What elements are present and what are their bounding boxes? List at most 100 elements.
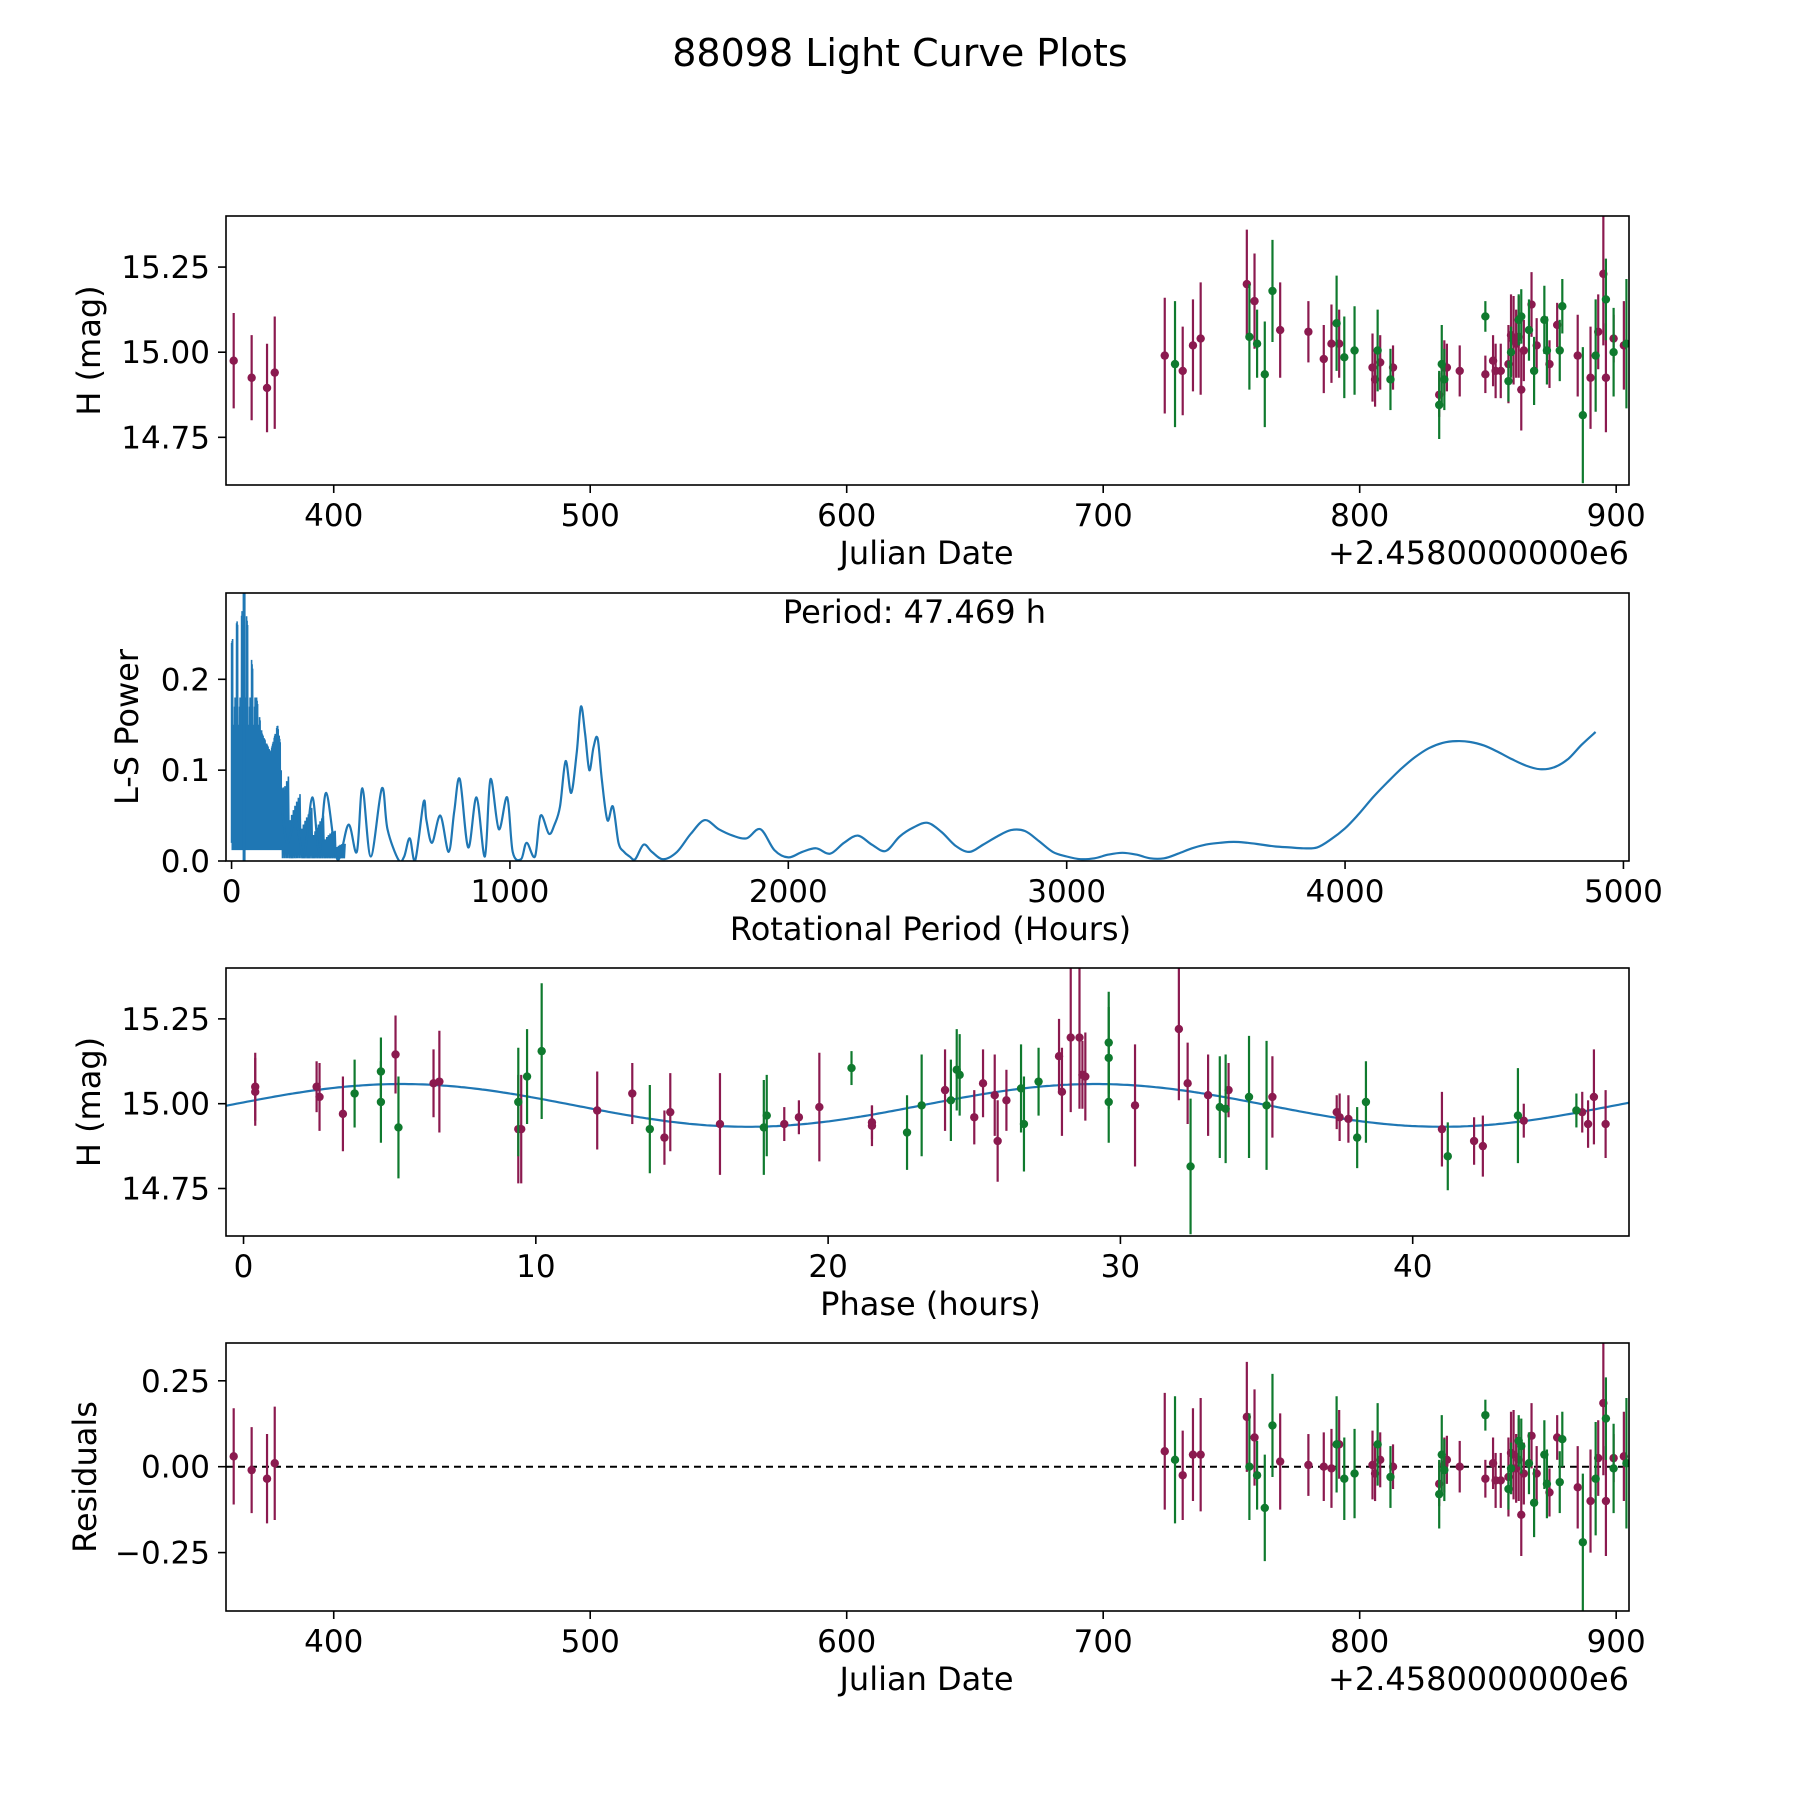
green-data-point — [902, 1128, 912, 1137]
red-data-point — [660, 1133, 669, 1142]
y-tick-label: 0.1 — [161, 753, 210, 789]
red-data-point — [1188, 1450, 1198, 1459]
green-series — [350, 983, 1581, 1235]
green-data-point — [1373, 1440, 1382, 1449]
red-data-point — [666, 1107, 675, 1117]
green-data-point — [1386, 1472, 1395, 1482]
red-data-point — [1130, 1101, 1140, 1110]
y-tick-label: 14.75 — [121, 420, 210, 456]
red-data-point — [1517, 1510, 1526, 1519]
red-data-point — [1002, 1096, 1011, 1105]
red-data-point — [1327, 1464, 1336, 1473]
red-data-point — [1203, 1091, 1213, 1100]
periodogram-x-axis-label: Rotational Period (Hours) — [730, 910, 1131, 948]
red-data-point — [1583, 1119, 1593, 1129]
x-tick-label: 900 — [1587, 1624, 1646, 1660]
green-data-point — [1529, 366, 1539, 376]
phased-x-axis-label: Phase (hours) — [820, 1285, 1041, 1323]
lightcurve-panel: 400 500 600 700 800 900 14.75 15.00 15.25 Julian … — [70, 215, 1646, 572]
x-tick-label: 900 — [1587, 498, 1646, 534]
lightcurve-plot-area — [229, 216, 1629, 484]
red-data-point — [1250, 1433, 1259, 1442]
green-data-point — [1517, 312, 1526, 321]
red-data-point — [628, 1089, 637, 1098]
red-data-point — [940, 1085, 950, 1095]
red-data-point — [262, 383, 272, 393]
red-data-point — [1335, 1113, 1344, 1122]
red-data-point — [593, 1106, 602, 1115]
green-data-point — [645, 1124, 655, 1134]
red-data-point — [1160, 1447, 1169, 1456]
red-data-point — [1196, 334, 1205, 343]
x-tick-label: 2000 — [749, 874, 828, 910]
lightcurve-y-axis-label: H (mag) — [70, 285, 108, 415]
red-data-point — [1081, 1072, 1090, 1081]
green-data-point — [917, 1101, 926, 1110]
red-data-point — [1075, 1033, 1084, 1042]
green-data-point — [1034, 1077, 1043, 1086]
red-data-point — [229, 1452, 238, 1461]
red-data-point — [270, 368, 279, 377]
green-data-point — [1245, 332, 1254, 342]
x-tick-label: 0 — [234, 1249, 254, 1285]
red-data-point — [1304, 1460, 1313, 1470]
green-data-point — [1578, 410, 1588, 420]
periodogram-plot-area — [230, 593, 1597, 861]
red-data-point — [993, 1136, 1002, 1146]
green-data-point — [1513, 1111, 1523, 1120]
green-data-point — [1350, 346, 1359, 355]
green-data-point — [1591, 351, 1600, 360]
green-data-point — [1609, 1464, 1618, 1473]
red-data-point — [435, 1077, 444, 1086]
green-data-point — [1268, 1421, 1277, 1430]
green-data-point — [1260, 1503, 1269, 1513]
red-data-point — [251, 1087, 260, 1097]
red-data-point — [247, 1465, 256, 1475]
red-data-point — [1437, 1124, 1447, 1134]
green-data-point — [1352, 1133, 1362, 1142]
periodogram-axes-frame — [225, 592, 1630, 862]
green-data-point — [1332, 1440, 1341, 1449]
green-data-point — [1591, 1474, 1600, 1483]
x-tick-label: 400 — [304, 1624, 363, 1660]
x-tick-label: 800 — [1330, 1624, 1389, 1660]
y-tick-label: 15.00 — [121, 335, 210, 371]
x-tick-label: 30 — [1101, 1249, 1140, 1285]
green-data-point — [1481, 1410, 1490, 1420]
red-data-point — [1319, 1462, 1328, 1471]
y-tick-label: 0.0 — [161, 844, 210, 880]
green-data-point — [1104, 1097, 1113, 1107]
red-data-point — [1519, 346, 1529, 355]
green-data-point — [1524, 1459, 1534, 1468]
red-data-point — [1455, 366, 1464, 376]
red-data-point — [1304, 327, 1313, 336]
green-data-point — [1601, 1414, 1611, 1423]
periodogram-curve — [280, 705, 1597, 861]
x-tick-label: 40 — [1393, 1249, 1432, 1285]
red-data-point — [229, 356, 238, 365]
red-data-point — [1455, 1462, 1464, 1471]
red-data-point — [1275, 325, 1285, 335]
red-data-point — [970, 1113, 979, 1122]
x-tick-label: 500 — [561, 1624, 620, 1660]
green-data-point — [394, 1123, 403, 1132]
green-data-point — [1529, 1498, 1539, 1507]
red-data-point — [1517, 385, 1526, 394]
x-tick-label: 400 — [304, 498, 363, 534]
red-data-point — [1601, 1119, 1610, 1129]
red-data-point — [247, 373, 256, 382]
green-data-point — [350, 1089, 359, 1098]
red-data-point — [1519, 1116, 1528, 1125]
green-data-point — [1221, 1104, 1230, 1113]
y-tick-label: 15.25 — [121, 1002, 210, 1038]
green-data-point — [1252, 1471, 1262, 1480]
green-data-point — [1622, 339, 1629, 348]
x-tick-label: 4000 — [1306, 874, 1385, 910]
green-data-point — [1524, 325, 1534, 335]
x-tick-label: 600 — [817, 498, 876, 534]
red-data-point — [1160, 351, 1169, 360]
phased-axes-frame — [225, 967, 1630, 1237]
periodogram-title: Period: 47.469 h — [783, 593, 1046, 631]
green-data-point — [1506, 1464, 1516, 1473]
green-data-point — [1440, 375, 1449, 384]
